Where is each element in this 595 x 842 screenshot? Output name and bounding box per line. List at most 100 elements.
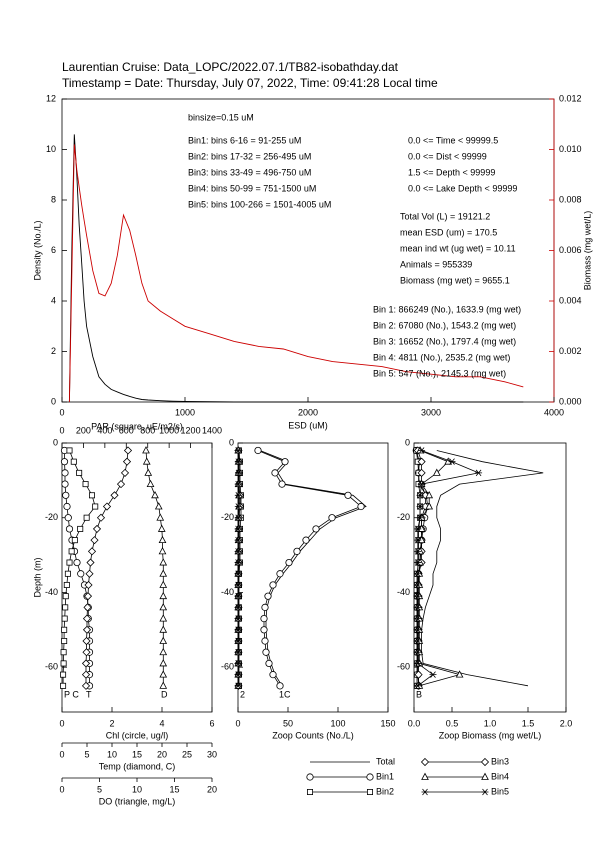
marker <box>159 681 168 689</box>
histogram-line <box>68 144 524 403</box>
y2-tick-label: 0.004 <box>559 295 582 305</box>
x-tick-label: 10 <box>132 784 142 794</box>
x-tick-label: 3000 <box>421 407 441 417</box>
end-label: D <box>161 689 168 699</box>
marker <box>158 546 167 555</box>
x-tick-label: 5 <box>84 749 89 759</box>
legend-label: Bin3 <box>491 756 509 766</box>
y2-tick-label: 0.010 <box>559 144 582 154</box>
profile-line <box>62 450 96 686</box>
annotation: Bin3: bins 33-49 = 496-750 uM <box>188 167 311 177</box>
marker <box>414 660 422 667</box>
x-tick-label: 20 <box>207 784 217 794</box>
chart-title: Laurentian Cruise: Data_LOPC/2022.07.1/T… <box>62 60 399 74</box>
x-tick-label: 50 <box>283 718 293 728</box>
marker <box>90 536 99 545</box>
marker <box>234 570 242 578</box>
annotation: 0.0 <= Dist < 99999 <box>408 151 487 161</box>
marker <box>260 626 268 634</box>
marker <box>285 558 293 567</box>
x-tick-label: 1200 <box>181 425 201 435</box>
marker <box>234 604 242 611</box>
legend-label: Bin5 <box>491 786 509 796</box>
y-tick-label: -40 <box>45 587 58 597</box>
marker <box>92 524 102 533</box>
marker <box>83 603 92 612</box>
marker <box>414 570 422 578</box>
profile-line <box>145 450 164 686</box>
marker <box>366 789 373 796</box>
marker <box>73 558 81 567</box>
marker <box>234 660 242 667</box>
marker <box>62 604 69 611</box>
marker <box>271 469 279 477</box>
x-tick-label: 15 <box>169 784 179 794</box>
x-tick-label: 1000 <box>159 425 179 435</box>
marker <box>265 659 273 668</box>
marker <box>455 670 464 678</box>
x-tick-label: 10 <box>107 749 117 759</box>
marker <box>421 772 429 780</box>
marker <box>154 502 163 510</box>
x-tick-label: 100 <box>330 718 345 728</box>
y-tick-label: -40 <box>221 587 234 597</box>
y-tick-label: 0 <box>51 396 56 406</box>
x-axis-title: ESD (uM) <box>288 420 328 430</box>
x-tick-label: 6 <box>209 718 214 728</box>
profile-line <box>85 450 129 686</box>
annotation: Biomass (mg wet) = 9655.1 <box>400 275 510 285</box>
marker <box>116 480 126 489</box>
y-tick-label: -20 <box>221 512 234 522</box>
x-tick-label: 0.0 <box>408 718 421 728</box>
y2-tick-label: 0.006 <box>559 245 582 255</box>
x-axis-title: Zoop Counts (No./L) <box>272 730 354 740</box>
marker <box>414 525 422 533</box>
marker <box>234 581 242 589</box>
marker <box>60 671 67 678</box>
marker <box>60 458 69 466</box>
x-tick-label: 5 <box>97 784 102 794</box>
marker <box>64 570 71 577</box>
y-axis-title: Density (No./L) <box>32 220 42 280</box>
annotation: Total Vol (L) = 19121.2 <box>400 211 490 221</box>
marker <box>269 581 277 589</box>
marker <box>159 580 168 588</box>
annotation: 0.0 <= Time < 99999.5 <box>408 135 498 145</box>
x-tick-label: 2.0 <box>560 718 573 728</box>
marker <box>234 626 242 634</box>
y-tick-label: -60 <box>221 662 234 672</box>
marker <box>448 458 456 465</box>
y-tick-label: 8 <box>51 194 56 204</box>
profile-line <box>257 450 362 687</box>
marker <box>82 481 89 488</box>
x-tick-label: 30 <box>207 749 217 759</box>
x-tick-label: 0 <box>59 718 64 728</box>
marker <box>414 626 422 634</box>
marker <box>158 535 167 544</box>
marker <box>110 491 119 500</box>
marker <box>151 490 159 499</box>
marker <box>306 789 313 796</box>
marker <box>76 469 83 476</box>
marker <box>61 480 69 488</box>
marker <box>425 502 434 510</box>
marker <box>414 648 422 656</box>
marker <box>234 458 242 465</box>
marker <box>234 447 242 454</box>
x-tick-label: 1400 <box>202 425 222 435</box>
x-tick-label: 1.5 <box>522 718 535 728</box>
x-tick-label: 0 <box>59 407 64 417</box>
marker <box>293 547 301 555</box>
marker <box>475 469 483 477</box>
marker <box>234 592 242 600</box>
marker <box>344 491 352 499</box>
x-tick-label: 1.0 <box>484 718 497 728</box>
y2-tick-label: 0.012 <box>559 93 582 103</box>
marker <box>85 569 94 578</box>
marker <box>63 502 71 511</box>
x-tick-label: 600 <box>119 425 134 435</box>
annotation: Bin1: bins 6-16 = 91-255 uM <box>188 135 301 145</box>
marker <box>66 447 73 454</box>
x-tick-label: 800 <box>140 425 155 435</box>
